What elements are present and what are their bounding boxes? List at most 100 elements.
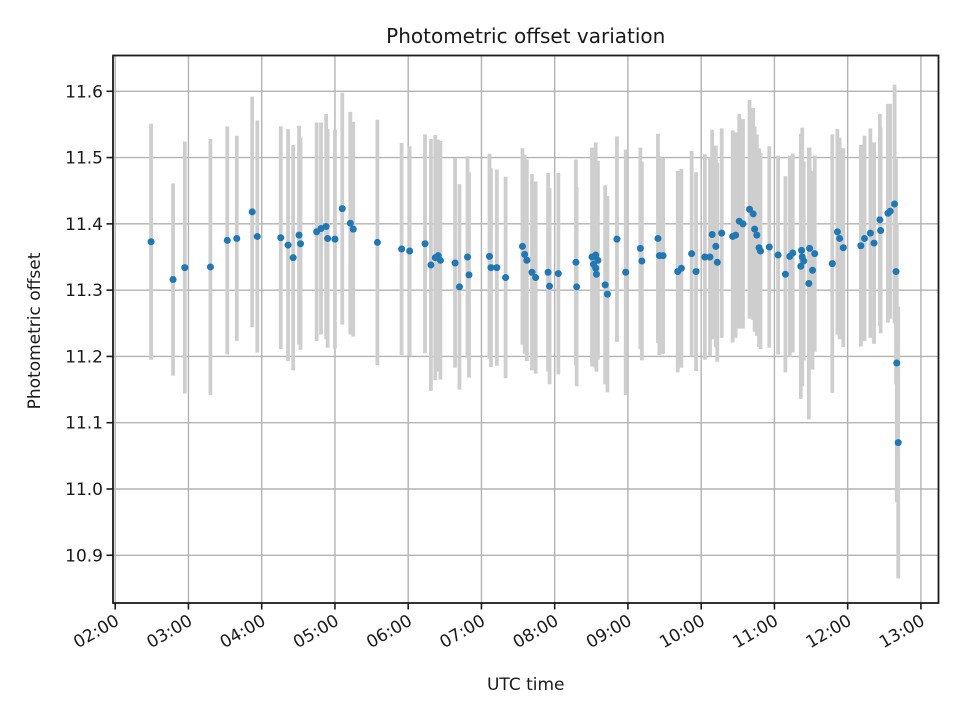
data-point — [833, 228, 841, 236]
data-point — [324, 234, 332, 242]
data-point — [798, 246, 806, 254]
data-point — [284, 241, 292, 249]
data-point — [806, 244, 814, 252]
data-point — [836, 234, 844, 242]
data-point — [277, 234, 285, 242]
data-point — [718, 229, 726, 237]
data-point — [692, 268, 700, 276]
x-axis-label: UTC time — [487, 675, 565, 695]
data-point — [805, 280, 813, 288]
data-point — [654, 234, 662, 242]
data-point — [603, 290, 611, 298]
x-tick-label: 07:00 — [437, 611, 489, 653]
y-tick-label: 11.6 — [65, 82, 103, 102]
data-point — [573, 283, 581, 291]
x-tick-label: 12:00 — [803, 611, 855, 653]
data-point — [891, 200, 899, 208]
data-point — [248, 208, 256, 216]
data-point — [322, 223, 330, 231]
data-point — [828, 260, 836, 268]
data-point — [894, 439, 902, 447]
plot-border — [112, 54, 940, 604]
data-point — [753, 231, 761, 239]
data-point — [592, 251, 600, 259]
data-point — [487, 264, 495, 272]
data-point — [765, 243, 773, 251]
x-tick-label: 04:00 — [217, 611, 269, 653]
data-point — [592, 264, 600, 272]
data-point — [289, 254, 297, 262]
data-point — [521, 250, 529, 258]
data-point — [206, 263, 214, 271]
data-point — [811, 250, 819, 258]
data-point — [349, 225, 357, 233]
data-point — [677, 264, 685, 272]
y-tick-label: 11.3 — [65, 281, 103, 301]
data-point — [427, 261, 435, 269]
y-axis-label: Photometric offset — [25, 252, 45, 409]
data-point — [297, 240, 305, 248]
data-point — [601, 281, 609, 289]
y-tick-label: 11.5 — [65, 149, 103, 169]
x-tick-label: 06:00 — [363, 611, 415, 653]
data-point — [518, 242, 526, 250]
errorbar-layer — [149, 84, 901, 579]
data-point — [706, 253, 714, 261]
chart-title: Photometric offset variation — [386, 24, 665, 48]
data-point — [338, 205, 346, 213]
data-point — [713, 258, 721, 266]
data-point — [528, 268, 536, 276]
y-tick-label: 11.0 — [65, 480, 103, 500]
x-tick-label: 11:00 — [729, 611, 781, 653]
data-point — [870, 239, 878, 247]
data-point — [455, 283, 463, 291]
x-tick-label: 10:00 — [656, 611, 708, 653]
x-tick-label: 08:00 — [510, 611, 562, 653]
data-point — [181, 264, 189, 272]
data-point — [398, 245, 406, 253]
data-point — [739, 220, 747, 228]
data-point — [493, 264, 501, 272]
data-point — [592, 270, 600, 278]
data-point — [502, 274, 510, 282]
data-point — [732, 231, 740, 239]
data-point — [688, 250, 696, 258]
data-point — [523, 256, 531, 264]
data-point — [751, 225, 759, 233]
marker-layer — [147, 200, 902, 447]
data-point — [346, 219, 354, 227]
data-point — [781, 270, 789, 278]
data-point — [594, 256, 602, 264]
x-tick-label: 02:00 — [70, 611, 122, 653]
data-point — [789, 249, 797, 257]
data-point — [636, 244, 644, 252]
data-point — [886, 207, 894, 215]
data-point — [876, 216, 884, 224]
data-point — [572, 258, 580, 266]
data-point — [295, 231, 303, 239]
data-point — [839, 244, 847, 252]
data-point — [774, 251, 782, 259]
data-point — [451, 259, 459, 267]
y-tick-label: 11.2 — [65, 347, 103, 367]
data-point — [638, 257, 646, 265]
data-point — [436, 256, 444, 264]
data-point — [892, 268, 900, 276]
data-point — [613, 235, 621, 243]
data-point — [532, 274, 540, 282]
data-point — [544, 268, 552, 276]
data-point — [546, 282, 554, 290]
data-point — [749, 210, 757, 218]
data-point — [169, 276, 177, 284]
x-tick-label: 03:00 — [144, 611, 196, 653]
data-point — [797, 262, 805, 270]
data-point — [485, 252, 493, 260]
y-tick-label: 11.1 — [65, 414, 103, 434]
data-point — [708, 230, 716, 238]
x-tick-label: 09:00 — [583, 611, 635, 653]
data-point — [406, 247, 414, 255]
data-point — [757, 247, 765, 255]
data-point — [866, 229, 874, 237]
